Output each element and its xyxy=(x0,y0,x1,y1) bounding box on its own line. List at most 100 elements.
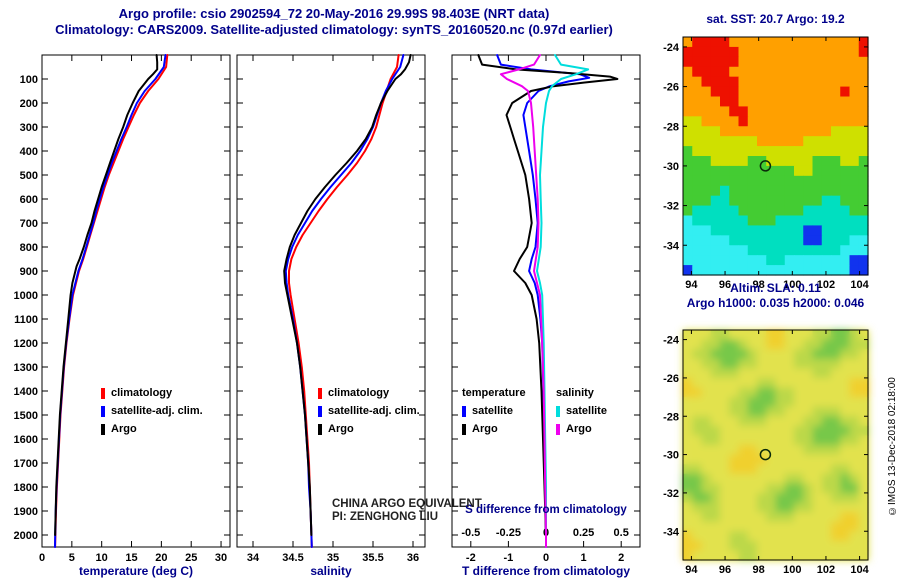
svg-text:94: 94 xyxy=(685,564,698,576)
svg-text:800: 800 xyxy=(20,242,38,254)
satellite-adj-line-swatch xyxy=(101,405,105,417)
svg-text:1300: 1300 xyxy=(14,362,38,374)
svg-text:1: 1 xyxy=(581,552,587,564)
legend-item-satellite-t: satellite xyxy=(462,402,526,420)
legend-item-climatology: climatology xyxy=(318,384,420,402)
svg-text:0: 0 xyxy=(543,552,549,564)
svg-text:34.5: 34.5 xyxy=(282,552,303,564)
svg-text:-1: -1 xyxy=(504,552,514,564)
svg-text:100: 100 xyxy=(783,279,801,291)
svg-text:-0.25: -0.25 xyxy=(496,527,521,539)
svg-text:15: 15 xyxy=(125,552,137,564)
svg-text:-24: -24 xyxy=(663,335,680,347)
svg-text:10: 10 xyxy=(96,552,108,564)
legend-label: Argo xyxy=(328,423,354,435)
svg-text:104: 104 xyxy=(850,279,869,291)
svg-text:-30: -30 xyxy=(663,450,679,462)
svg-text:-28: -28 xyxy=(663,411,679,423)
svg-text:5: 5 xyxy=(69,552,75,564)
svg-text:-26: -26 xyxy=(663,82,679,94)
svg-text:34: 34 xyxy=(247,552,260,564)
sst-map-title: sat. SST: 20.7 Argo: 19.2 xyxy=(706,12,845,26)
climatology-line-swatch xyxy=(101,387,105,399)
svg-text:300: 300 xyxy=(20,122,38,134)
salinity-series-Argo xyxy=(283,54,412,536)
svg-text:900: 900 xyxy=(20,266,38,278)
legend-item-climatology: climatology xyxy=(101,384,203,402)
salinity-series-satellite-adj. clim. xyxy=(284,54,405,548)
legend-item-satellite-adj: satellite-adj. clim. xyxy=(318,402,420,420)
svg-text:102: 102 xyxy=(817,279,835,291)
xlabel-t-difference: T difference from climatology xyxy=(461,564,631,578)
svg-text:1400: 1400 xyxy=(14,386,38,398)
argo-s-line-swatch xyxy=(556,423,560,435)
svg-text:1200: 1200 xyxy=(14,338,38,350)
argo-line-swatch xyxy=(101,423,105,435)
float-position-marker xyxy=(759,448,772,461)
svg-text:-30: -30 xyxy=(663,161,679,173)
watermark-line2: PI: ZENGHONG LIU xyxy=(332,511,439,523)
temperature-series-Argo xyxy=(54,54,159,536)
svg-text:36: 36 xyxy=(407,552,419,564)
svg-text:-28: -28 xyxy=(663,121,679,133)
legend-label: Argo xyxy=(566,423,592,435)
xlabel-temperature: temperature (deg C) xyxy=(78,564,194,578)
sla-map: 94 96 98 100 102 104 -24 -26 -28 -30 -32 -34 xyxy=(663,329,870,576)
altimeter-sla-value: Altim. SLA: 0.11 xyxy=(730,281,821,295)
difference-legend-salinity-column: salinity satellite Argo xyxy=(556,384,607,438)
legend-item-argo-t: Argo xyxy=(462,420,526,438)
svg-text:104: 104 xyxy=(850,564,869,576)
difference-series-S Argo xyxy=(499,54,547,548)
salinity-panel: 34 34.5 35 35.5 36 xyxy=(236,54,426,564)
argo-line-swatch xyxy=(318,423,322,435)
svg-text:1600: 1600 xyxy=(14,434,38,446)
temperature-legend: climatology satellite-adj. clim. Argo xyxy=(101,384,203,438)
legend-label: satellite xyxy=(472,405,513,417)
svg-text:2: 2 xyxy=(618,552,624,564)
svg-text:100: 100 xyxy=(20,74,38,86)
legend-item-satellite-adj: satellite-adj. clim. xyxy=(101,402,203,420)
svg-text:-32: -32 xyxy=(663,201,679,213)
svg-text:1100: 1100 xyxy=(14,314,38,326)
argo-t-line-swatch xyxy=(462,423,466,435)
legend-label: Argo xyxy=(472,423,498,435)
svg-text:0.5: 0.5 xyxy=(614,527,629,539)
svg-text:700: 700 xyxy=(20,218,38,230)
svg-text:96: 96 xyxy=(719,279,731,291)
satellite-adj-line-swatch xyxy=(318,405,322,417)
climatology-line-swatch xyxy=(318,387,322,399)
svg-text:-34: -34 xyxy=(663,240,680,252)
float-position-marker xyxy=(759,160,772,172)
svg-text:-32: -32 xyxy=(663,488,679,500)
legend-item-argo: Argo xyxy=(101,420,203,438)
svg-text:600: 600 xyxy=(20,194,38,206)
difference-panel: -2 -1 0 1 2-0.5 -0.25 0 0.25 0.5 xyxy=(451,54,641,564)
svg-text:98: 98 xyxy=(753,564,765,576)
svg-text:-34: -34 xyxy=(663,526,680,538)
legend-item-argo: Argo xyxy=(318,420,420,438)
svg-text:30: 30 xyxy=(215,552,227,564)
svg-text:500: 500 xyxy=(20,170,38,182)
svg-text:1000: 1000 xyxy=(14,290,38,302)
svg-text:-24: -24 xyxy=(663,42,680,54)
svg-text:35.5: 35.5 xyxy=(362,552,383,564)
watermark-line1: CHINA ARGO EQUIVALENT xyxy=(332,498,482,510)
argo-steric-height-values: Argo h1000: 0.035 h2000: 0.046 xyxy=(686,296,865,310)
legend-header-temperature: temperature xyxy=(462,387,526,399)
svg-text:94: 94 xyxy=(685,279,698,291)
svg-text:98: 98 xyxy=(753,279,765,291)
salinity-series-climatology xyxy=(288,54,400,548)
svg-text:400: 400 xyxy=(20,146,38,158)
svg-text:100: 100 xyxy=(783,564,801,576)
s-difference-axis-label: S difference from climatology xyxy=(465,504,627,516)
satellite-t-line-swatch xyxy=(462,405,466,417)
plot-title-line2: Climatology: CARS2009. Satellite-adjuste… xyxy=(55,22,613,37)
svg-text:0.25: 0.25 xyxy=(573,527,594,539)
salinity-legend: climatology satellite-adj. clim. Argo xyxy=(318,384,420,438)
legend-item-satellite-s: satellite xyxy=(556,402,607,420)
difference-legend-temperature-column: temperature satellite Argo xyxy=(462,384,526,438)
svg-text:20: 20 xyxy=(155,552,167,564)
watermark: CHINA ARGO EQUIVALENT PI: ZENGHONG LIU xyxy=(332,498,482,524)
svg-text:-26: -26 xyxy=(663,373,679,385)
